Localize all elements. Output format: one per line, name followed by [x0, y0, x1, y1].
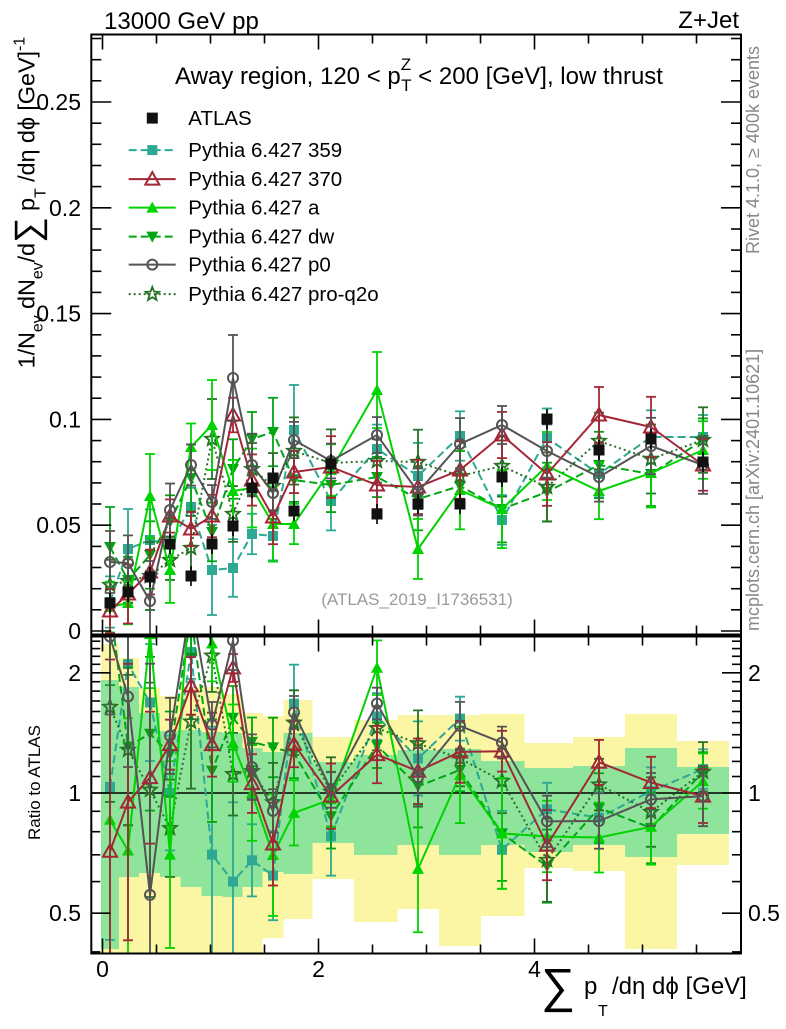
svg-text:∑: ∑	[541, 960, 575, 1013]
svg-text:0: 0	[96, 956, 109, 982]
svg-text:2: 2	[312, 956, 325, 982]
svg-text:Pythia 6.427 dw: Pythia 6.427 dw	[188, 226, 334, 249]
svg-text:0.5: 0.5	[49, 900, 81, 926]
svg-text:mcplots.cern.ch [arXiv:2401.10: mcplots.cern.ch [arXiv:2401.10621]	[743, 349, 763, 631]
svg-text:0.05: 0.05	[36, 512, 81, 538]
svg-text:/dη dϕ [GeV]: /dη dϕ [GeV]	[612, 973, 747, 1000]
svg-text:4: 4	[528, 956, 541, 982]
svg-text:Pythia 6.427 370: Pythia 6.427 370	[188, 168, 342, 191]
svg-text:0.1: 0.1	[49, 406, 81, 432]
svg-text:Pythia 6.427 a: Pythia 6.427 a	[188, 197, 320, 220]
svg-text:1: 1	[68, 780, 81, 806]
svg-text:Z+Jet: Z+Jet	[678, 7, 739, 34]
svg-text:ATLAS: ATLAS	[188, 107, 251, 130]
svg-text:1: 1	[748, 780, 761, 806]
svg-text:0.25: 0.25	[36, 89, 81, 115]
svg-text:0.2: 0.2	[49, 195, 81, 221]
svg-text:T: T	[598, 1003, 608, 1020]
svg-text:2: 2	[748, 660, 761, 686]
svg-text:Pythia 6.427 p0: Pythia 6.427 p0	[188, 254, 330, 277]
svg-text:Pythia 6.427 pro-q2o: Pythia 6.427 pro-q2o	[188, 283, 378, 306]
svg-text:13000 GeV pp: 13000 GeV pp	[104, 8, 259, 35]
svg-text:0.15: 0.15	[36, 301, 81, 327]
svg-text:0: 0	[68, 618, 81, 644]
svg-text:Ratio to ATLAS: Ratio to ATLAS	[25, 725, 44, 840]
svg-text:p: p	[584, 973, 597, 1000]
svg-text:Pythia 6.427 359: Pythia 6.427 359	[188, 139, 342, 162]
svg-text:2: 2	[68, 660, 81, 686]
svg-text:0.5: 0.5	[748, 900, 780, 926]
svg-text:Rivet 4.1.0, ≥ 400k events: Rivet 4.1.0, ≥ 400k events	[743, 46, 763, 254]
svg-text:(ATLAS_2019_I1736531): (ATLAS_2019_I1736531)	[321, 590, 513, 609]
